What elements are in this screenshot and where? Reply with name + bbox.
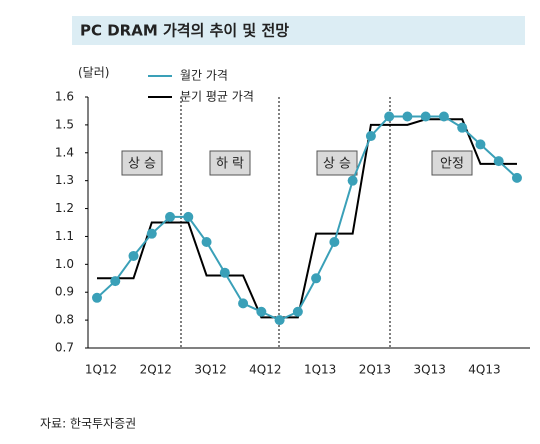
monthly-point <box>110 276 121 287</box>
monthly-point <box>201 237 212 248</box>
monthly-point <box>402 111 413 122</box>
monthly-point <box>438 111 449 122</box>
quarterly-line <box>97 118 517 319</box>
monthly-point <box>183 211 194 222</box>
monthly-point <box>146 228 157 239</box>
y-tick-label: 1.1 <box>55 229 74 243</box>
x-tick-label: 4Q12 <box>249 363 281 377</box>
x-tick-label: 2Q13 <box>359 363 391 377</box>
y-tick-label: 1.5 <box>55 117 74 131</box>
monthly-point <box>457 122 468 133</box>
chart-title: PC DRAM 가격의 추이 및 전망 <box>80 22 289 40</box>
y-tick-label: 1.0 <box>55 257 74 271</box>
x-tick-label: 3Q12 <box>194 363 226 377</box>
x-tick-label: 2Q12 <box>140 363 172 377</box>
monthly-point <box>365 131 376 142</box>
monthly-line <box>96 115 518 322</box>
monthly-point <box>274 315 285 326</box>
legend-label: 월간 가격 <box>180 69 228 83</box>
monthly-point <box>511 172 522 183</box>
monthly-point <box>292 306 303 317</box>
x-tick-label: 3Q13 <box>414 363 446 377</box>
x-tick-label: 1Q13 <box>304 363 336 377</box>
source-note: 자료: 한국투자증권 <box>40 417 136 431</box>
annotation-box <box>316 150 358 176</box>
title-bar <box>72 16 525 45</box>
monthly-point <box>384 111 395 122</box>
monthly-point <box>420 111 431 122</box>
monthly-point <box>92 292 102 303</box>
y-tick-label: 1.6 <box>55 90 74 104</box>
monthly-point <box>311 273 322 284</box>
y-tick-label: 1.3 <box>55 173 74 187</box>
monthly-point <box>256 306 267 317</box>
monthly-point <box>165 211 176 222</box>
monthly-point <box>475 139 486 150</box>
annotation: 상 승 <box>323 157 351 172</box>
annotation: 하 락 <box>216 157 244 172</box>
monthly-point <box>238 298 249 309</box>
y-tick-label: 1.4 <box>55 145 74 159</box>
monthly-point <box>219 267 230 278</box>
monthly-point <box>493 156 504 167</box>
x-tick-label: 1Q12 <box>85 363 117 377</box>
y-axis-label: (달러) <box>78 66 109 80</box>
annotation-box <box>431 150 473 176</box>
y-tick-label: 0.8 <box>55 313 74 327</box>
legend-label: 분기 평균 가격 <box>180 90 254 104</box>
y-tick-label: 0.7 <box>55 341 74 355</box>
y-tick-label: 1.2 <box>55 201 74 215</box>
annotation: 안정 <box>440 157 464 172</box>
annotation-box <box>121 150 163 176</box>
monthly-point <box>128 250 139 261</box>
monthly-point <box>347 175 358 186</box>
x-tick-label: 4Q13 <box>468 363 500 377</box>
monthly-point <box>329 237 340 248</box>
annotation: 상 승 <box>128 157 156 172</box>
y-tick-label: 0.9 <box>55 285 74 299</box>
annotation-box <box>209 150 251 176</box>
